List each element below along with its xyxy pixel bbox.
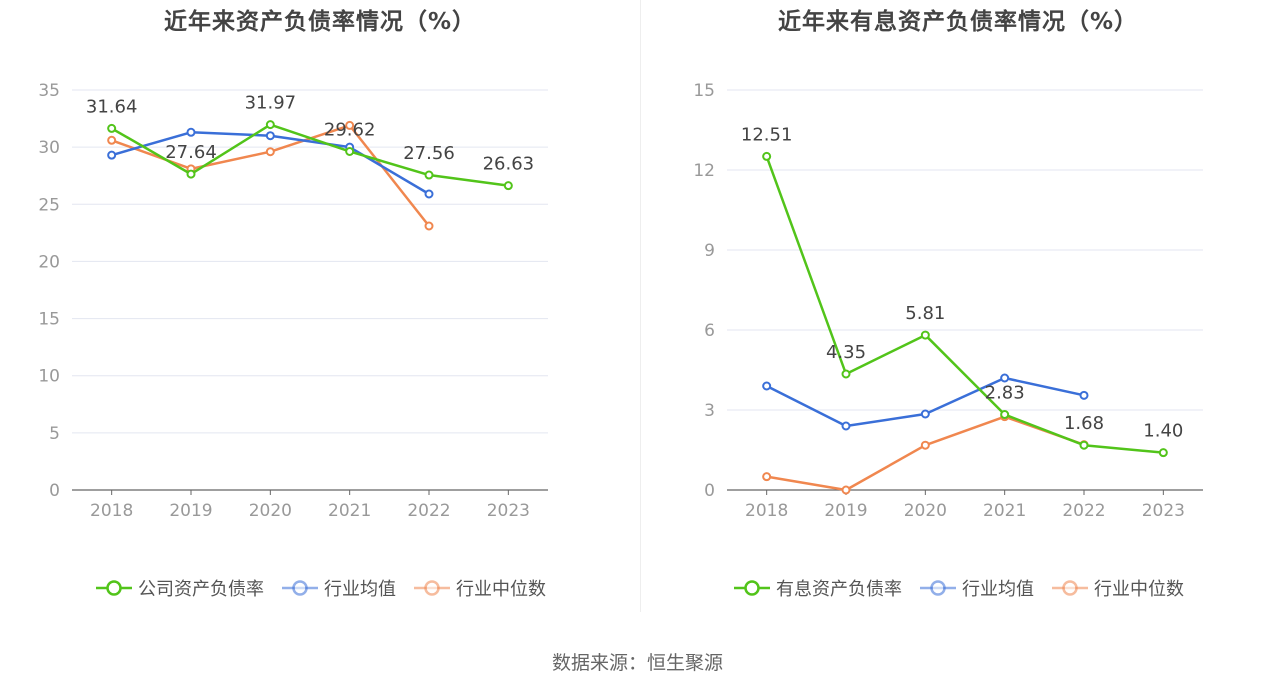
x-tick-label: 2022	[1062, 501, 1105, 521]
series-line	[766, 376, 1085, 428]
series-line	[765, 155, 1164, 454]
series-point	[107, 135, 117, 145]
x-tick-label: 2018	[745, 501, 788, 521]
series-point	[920, 330, 930, 340]
y-tick-label: 5	[49, 424, 60, 444]
data-label: 4.35	[826, 342, 866, 363]
x-tick-label: 2023	[487, 501, 530, 521]
legend-line-icon	[96, 580, 132, 596]
legend-item[interactable]: 公司资产负债率	[94, 575, 264, 601]
data-label: 27.56	[403, 143, 455, 164]
data-label: 1.40	[1143, 421, 1183, 442]
legend-item[interactable]: 行业中位数	[1050, 575, 1184, 601]
x-tick-label: 2021	[328, 501, 371, 521]
data-label: 29.62	[324, 119, 376, 140]
series-point	[503, 181, 513, 191]
y-tick-label: 25	[38, 195, 60, 215]
y-tick-label: 0	[49, 481, 60, 501]
y-tick-label: 30	[38, 138, 60, 158]
series-point	[265, 147, 275, 157]
series-point	[107, 123, 117, 133]
legend-item[interactable]: 有息资产负债率	[732, 575, 902, 601]
series-point	[186, 169, 196, 179]
series-point	[920, 440, 930, 450]
x-tick-label: 2023	[1142, 501, 1185, 521]
legend-label: 行业中位数	[456, 579, 546, 600]
series-point	[186, 127, 196, 137]
legend-line-icon	[1052, 580, 1088, 596]
y-tick-label: 12	[693, 161, 715, 181]
legend-label: 行业均值	[962, 579, 1034, 600]
y-tick-label: 0	[704, 481, 715, 501]
data-label: 26.63	[483, 154, 535, 175]
series-line	[111, 131, 430, 196]
series-point	[265, 120, 275, 130]
series-point	[107, 150, 117, 160]
y-tick-label: 15	[38, 310, 60, 330]
series-point	[841, 369, 851, 379]
x-tick-label: 2021	[983, 501, 1026, 521]
legend-line-icon	[734, 580, 770, 596]
data-label: 12.51	[741, 124, 793, 145]
series-point	[920, 409, 930, 419]
series-point	[762, 381, 772, 391]
legend-label: 行业均值	[324, 579, 396, 600]
left-chart-title: 近年来资产负债率情况（%）	[163, 9, 477, 35]
y-tick-label: 20	[38, 252, 60, 272]
series-point	[762, 472, 772, 482]
y-tick-label: 15	[693, 81, 715, 101]
x-tick-label: 2020	[249, 501, 292, 521]
right-chart-legend: 有息资产负债率 行业均值 行业中位数	[641, 575, 1275, 601]
series-point	[762, 151, 772, 161]
data-label: 2.83	[985, 383, 1025, 404]
right-chart-plot: 0 3 6 9 12 15 2018 2019 2020 2021 2022 2023 12.51 4.3…	[693, 81, 1203, 521]
series-point	[345, 146, 355, 156]
series-point	[424, 189, 434, 199]
series-point	[1158, 448, 1168, 458]
data-label: 31.64	[86, 96, 138, 117]
y-tick-label: 9	[704, 241, 715, 261]
legend-line-icon	[920, 580, 956, 596]
left-chart-panel: 近年来资产负债率情况（%） 0 5 10 15 20 25 30 35 2018 2019 2020…	[0, 0, 640, 615]
x-tick-label: 2019	[169, 501, 212, 521]
data-label: 1.68	[1064, 413, 1104, 434]
data-source-note: 数据来源：恒生聚源	[551, 652, 723, 674]
legend-item[interactable]: 行业均值	[918, 575, 1034, 601]
y-tick-label: 3	[704, 401, 715, 421]
y-tick-label: 10	[38, 367, 60, 387]
x-tick-label: 2019	[824, 501, 867, 521]
series-point	[1079, 440, 1089, 450]
series-point	[1079, 390, 1089, 400]
panel-divider	[640, 0, 641, 612]
legend-item[interactable]: 行业均值	[280, 575, 396, 601]
left-chart-legend: 公司资产负债率 行业均值 行业中位数	[0, 575, 640, 601]
data-label: 31.97	[245, 93, 297, 114]
right-chart-panel: 近年来有息资产负债率情况（%） 0 3 6 9 12 15 2018 2019 2020 2021…	[641, 0, 1275, 615]
series-point	[424, 221, 434, 231]
series-line	[111, 123, 509, 187]
legend-label: 公司资产负债率	[138, 579, 264, 600]
legend-label: 行业中位数	[1094, 579, 1184, 600]
left-chart-plot: 0 5 10 15 20 25 30 35 2018 2019 2020 2021 2022 2023 31…	[38, 81, 548, 521]
data-label: 5.81	[905, 303, 945, 324]
y-tick-label: 35	[38, 81, 60, 101]
series-point	[841, 485, 851, 495]
legend-item[interactable]: 行业中位数	[412, 575, 546, 601]
series-point	[1000, 373, 1010, 383]
legend-line-icon	[414, 580, 450, 596]
y-tick-label: 6	[704, 321, 715, 341]
series-point	[1000, 410, 1010, 420]
series-point	[424, 170, 434, 180]
series-point	[265, 131, 275, 141]
data-label: 27.64	[165, 142, 217, 163]
x-tick-label: 2018	[90, 501, 133, 521]
right-chart-title: 近年来有息资产负债率情况（%）	[777, 9, 1139, 35]
series-point	[841, 421, 851, 431]
legend-label: 有息资产负债率	[776, 579, 902, 600]
series-point	[345, 120, 355, 130]
x-tick-label: 2020	[904, 501, 947, 521]
x-tick-label: 2022	[407, 501, 450, 521]
legend-line-icon	[282, 580, 318, 596]
